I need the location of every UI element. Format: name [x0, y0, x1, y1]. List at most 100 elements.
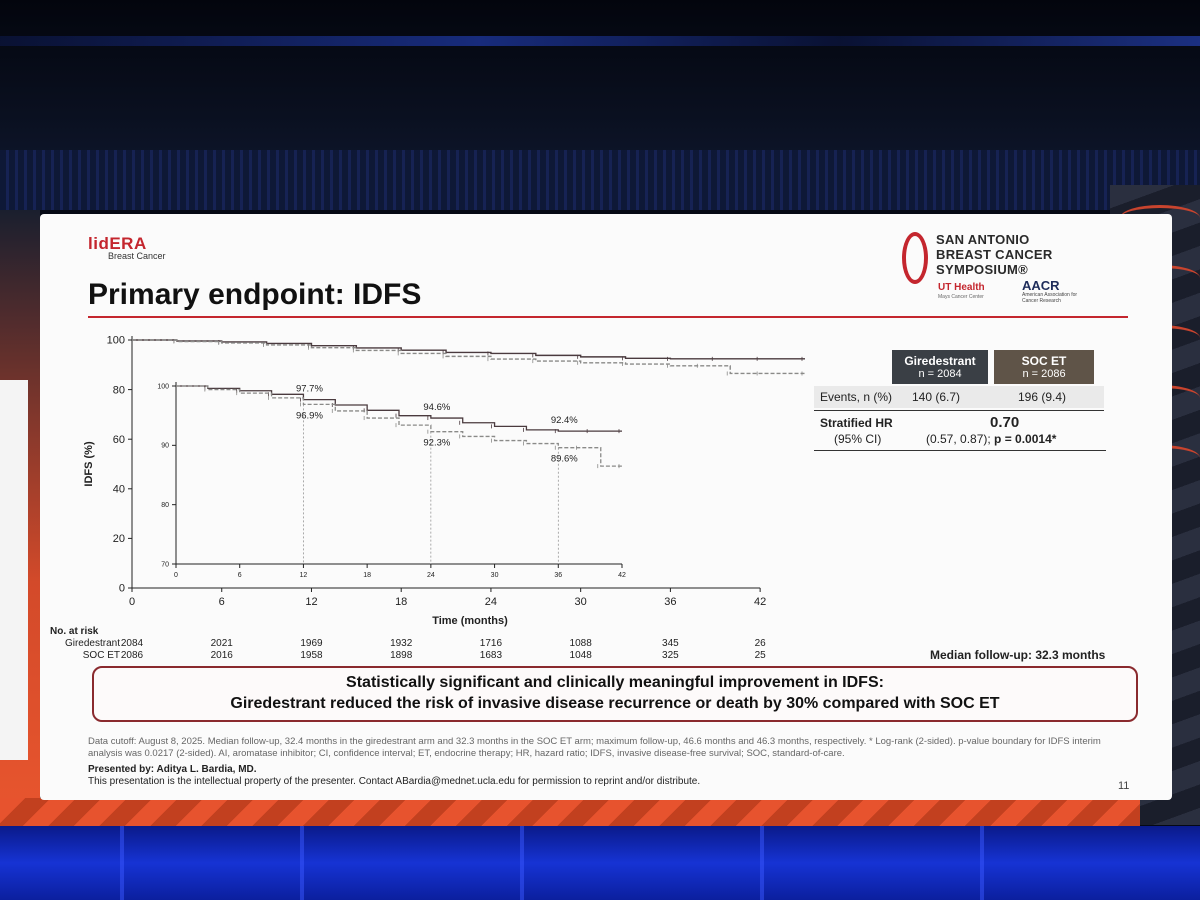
title-underline	[88, 316, 1128, 318]
brand-subtitle: Breast Cancer	[108, 251, 166, 261]
floor-light-stripe	[760, 826, 764, 900]
stage-wave-decor	[1120, 205, 1200, 231]
risk-cell: 1932	[390, 638, 413, 649]
risk-cell: 1969	[300, 638, 323, 649]
inset-x-tick-label: 36	[554, 572, 562, 579]
main-km-plot: 0 20 40 60 80 100 0 6 12 18 24 30 36 42	[107, 335, 805, 608]
risk-cell: 2016	[210, 650, 233, 661]
risk-cell: 1716	[479, 638, 503, 649]
main-series-giredestrant	[132, 339, 805, 360]
risk-cell: 25	[754, 650, 766, 661]
property-note: This presentation is the intellectual pr…	[88, 776, 701, 787]
main-y-tick-label: 20	[113, 533, 125, 545]
main-x-tick-label: 42	[754, 596, 766, 608]
km-chart: 0 20 40 60 80 100 0 6 12 18 24 30 36 42 70 80 90 100 0 6 12…	[83, 335, 805, 627]
inset-x-tick-label: 12	[300, 572, 308, 579]
risk-cell: 1088	[569, 638, 592, 649]
symposium-line-1: SAN ANTONIO	[936, 232, 1030, 247]
aacr-subtitle: American Association for Cancer Research	[1022, 292, 1078, 304]
table-divider	[814, 410, 1104, 411]
giredestrant-header-n: n = 2084	[918, 368, 962, 380]
main-x-tick-label: 12	[305, 596, 317, 608]
footnote: Data cutoff: August 8, 2025. Median foll…	[88, 736, 1101, 759]
inset-km-plot: 70 80 90 100 0 6 12 18 24 30 36 42 97.7% 96.9% 94.6% 92…	[157, 382, 626, 579]
median-followup: Median follow-up: 32.3 months	[930, 648, 1106, 662]
inset-y-tick-label: 90	[161, 443, 169, 450]
events-soc: 196 (9.4)	[1018, 390, 1067, 404]
risk-cell: 345	[662, 638, 679, 649]
inset-annotation-label: 92.4%	[551, 415, 578, 426]
aacr-logo: AACR	[1022, 278, 1060, 293]
stage-left-screen-edge	[0, 380, 28, 760]
main-x-tick-label: 24	[485, 596, 497, 608]
risk-cell: 1958	[300, 650, 323, 661]
inset-series-soc-et	[176, 385, 622, 467]
main-y-tick-label: 40	[113, 483, 125, 495]
y-axis-label: IDFS (%)	[83, 441, 95, 487]
main-y-tick-label: 80	[113, 384, 125, 396]
main-y-tick-label: 60	[113, 434, 125, 446]
page-number: 11	[1118, 780, 1130, 792]
floor-light-stripe	[300, 826, 304, 900]
symposium-line-2: BREAST CANCER	[936, 247, 1053, 262]
risk-cell: 325	[662, 650, 679, 661]
inset-series-giredestrant	[176, 385, 622, 432]
slide-title: Primary endpoint: IDFS	[88, 278, 422, 311]
main-x-tick-label: 0	[129, 596, 135, 608]
floor-light-stripe	[120, 826, 124, 900]
inset-annotation-label: 96.9%	[296, 410, 323, 421]
floor-light-stripe	[980, 826, 984, 900]
giredestrant-column-header: Giredestrant n = 2084	[892, 350, 988, 384]
inset-x-tick-label: 30	[491, 572, 499, 579]
events-row-shade	[814, 386, 1104, 408]
inset-annotation-label: 92.3%	[423, 438, 450, 449]
table-bottom-rule	[814, 450, 1106, 451]
risk-cell: 1048	[569, 650, 592, 661]
trial-brand: lidERA Breast Cancer	[88, 234, 166, 261]
risk-cell: 2086	[120, 650, 144, 661]
inset-y-tick-label: 100	[157, 383, 169, 390]
main-x-tick-label: 18	[395, 596, 407, 608]
risk-row-label: Giredestrant	[64, 638, 120, 649]
risk-cell: 1898	[390, 650, 413, 661]
inset-x-tick-label: 18	[363, 572, 371, 579]
symposium-line-3: SYMPOSIUM®	[936, 262, 1029, 277]
stage-light-strip	[0, 36, 1200, 46]
risk-cell: 2021	[210, 638, 233, 649]
risk-cell: 1683	[479, 650, 503, 661]
presentation-slide: lidERA Breast Cancer SAN ANTONIO BREAST …	[40, 214, 1172, 800]
soc-column-header: SOC ET n = 2086	[994, 350, 1094, 384]
presented-by: Presented by: Aditya L. Bardia, MD.	[88, 764, 257, 775]
risk-row-label: SOC ET	[82, 650, 120, 661]
inset-annotation-label: 89.6%	[551, 454, 578, 465]
main-x-tick-label: 6	[219, 596, 225, 608]
events-label: Events, n (%)	[820, 390, 893, 404]
main-series-soc-et	[132, 339, 805, 375]
main-x-tick-label: 30	[575, 596, 587, 608]
ut-health-subtitle: Mays Cancer Center	[938, 294, 984, 300]
symposium-logo: SAN ANTONIO BREAST CANCER SYMPOSIUM® UT …	[898, 228, 1098, 308]
main-y-tick-label: 0	[119, 583, 125, 595]
hr-ci-value: (0.57, 0.87);	[926, 432, 995, 446]
p-value: p = 0.0014*	[994, 432, 1057, 446]
callout-line-2: Giredestrant reduced the risk of invasiv…	[230, 695, 1000, 712]
soc-header-n: n = 2086	[1022, 368, 1066, 380]
inset-x-tick-label: 6	[238, 572, 242, 579]
main-x-tick-label: 36	[664, 596, 676, 608]
risk-table-header: No. at risk	[50, 626, 99, 637]
inset-annotation-label: 94.6%	[423, 402, 450, 413]
brand-name: lidERA	[88, 234, 147, 253]
slide-bottom-stripe-band	[0, 798, 1140, 826]
hr-label: Stratified HR	[820, 416, 893, 430]
floor-light-stripe	[520, 826, 524, 900]
callout-line-1: Statistically significant and clinically…	[346, 674, 884, 691]
inset-y-tick-label: 80	[161, 502, 169, 509]
hr-value: 0.70	[990, 414, 1020, 431]
events-giredestrant: 140 (6.7)	[912, 390, 961, 404]
risk-cell: 2084	[120, 638, 144, 649]
inset-x-tick-label: 24	[427, 572, 435, 579]
giredestrant-header-name: Giredestrant	[904, 354, 976, 368]
stage-truss	[0, 150, 1200, 210]
inset-y-tick-label: 70	[161, 561, 169, 568]
inset-x-tick-label: 42	[618, 572, 626, 579]
